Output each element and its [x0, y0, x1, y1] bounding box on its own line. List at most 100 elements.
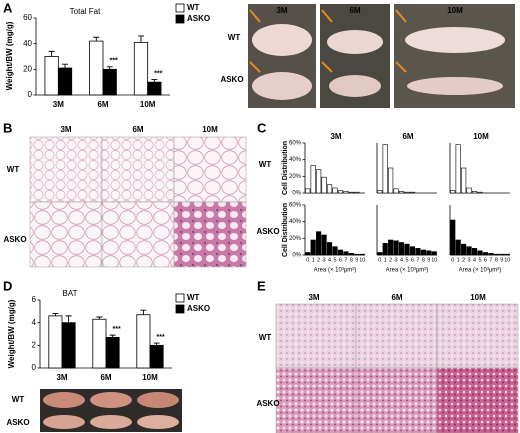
bar — [316, 231, 322, 256]
error-bar — [62, 63, 69, 69]
bar — [305, 188, 311, 194]
bar — [488, 253, 494, 256]
column-label: 10M — [202, 125, 218, 134]
bar — [48, 315, 63, 369]
legend-swatch — [175, 304, 185, 314]
bar — [92, 318, 107, 369]
bar — [149, 344, 164, 369]
x-tick-label: 5 — [405, 257, 408, 263]
x-tick-label: 10 — [504, 257, 510, 263]
bar — [354, 191, 360, 194]
x-tick-label: 7 — [416, 257, 419, 263]
y-tick-label: 20% — [289, 236, 302, 242]
x-axis-label: Area (× 10³μm²) — [386, 268, 429, 274]
x-tick-label: 7 — [489, 257, 492, 263]
bar — [426, 250, 432, 256]
photo-a — [248, 4, 515, 108]
bar — [89, 40, 104, 96]
x-tick-label: 3M — [56, 373, 67, 382]
column-label: 10M — [447, 6, 463, 15]
bar — [305, 252, 311, 256]
bar — [393, 240, 399, 256]
y-tick-label: 40 — [23, 39, 32, 48]
bar — [343, 251, 349, 256]
bar — [359, 253, 365, 256]
bar — [409, 246, 416, 256]
legend-label: ASKO — [187, 304, 210, 313]
error-bar — [137, 35, 144, 43]
y-tick-label: 0% — [292, 253, 301, 259]
significance: *** — [157, 334, 165, 341]
error-bar — [106, 66, 113, 70]
chart-title: Total Fat — [70, 7, 101, 16]
bar — [461, 167, 467, 194]
significance: *** — [154, 70, 162, 77]
photo-d — [40, 389, 182, 432]
bar — [136, 314, 151, 369]
column-label: 6M — [132, 125, 143, 134]
bar — [354, 253, 360, 256]
bar — [326, 242, 333, 256]
y-tick-label: 6 — [32, 295, 37, 304]
x-tick-label: 6 — [339, 257, 342, 263]
error-bar — [151, 79, 158, 83]
histology-e — [275, 303, 519, 433]
bar — [147, 81, 162, 96]
bar — [348, 191, 354, 194]
bar — [388, 239, 394, 256]
bar — [455, 239, 461, 256]
x-tick-label: 6M — [97, 100, 108, 109]
column-label: 3M — [308, 293, 319, 302]
y-axis-label: Cell Distribution — [282, 141, 289, 195]
x-tick-label: 2 — [317, 257, 320, 263]
x-tick-label: 9 — [355, 257, 358, 263]
bar — [431, 251, 437, 256]
bar — [477, 191, 483, 194]
panel-letter: E — [257, 278, 266, 293]
y-tick-label: 0% — [292, 191, 301, 197]
bar — [404, 243, 410, 256]
y-tick-label: 20% — [289, 174, 302, 180]
x-tick-label: 1 — [384, 257, 387, 263]
x-tick-label: 3 — [468, 257, 471, 263]
x-tick-label: 1 — [312, 257, 315, 263]
bar — [348, 253, 354, 256]
y-tick-label: 4 — [32, 318, 37, 327]
y-axis-label: Cell Distribution — [282, 203, 289, 257]
bar — [461, 243, 467, 256]
x-tick-label: 8 — [422, 257, 425, 263]
x-tick-label: 9 — [500, 257, 503, 263]
y-axis-label: Weight/BW (mg/g) — [7, 299, 16, 368]
bar — [388, 167, 394, 194]
row-label: ASKO — [3, 235, 26, 244]
x-tick-label: 8 — [350, 257, 353, 263]
y-tick-label: 60 — [23, 13, 32, 22]
x-tick-label: 10M — [140, 100, 156, 109]
row-label: WT — [259, 160, 272, 169]
x-tick-label: 4 — [473, 257, 476, 263]
x-tick-label: 10 — [431, 257, 437, 263]
significance: *** — [113, 326, 121, 333]
bar — [398, 242, 405, 256]
bar — [316, 169, 322, 194]
x-tick-label: 4 — [400, 257, 403, 263]
x-tick-label: 3 — [323, 257, 326, 263]
error-bar — [65, 315, 72, 323]
column-label: 6M — [391, 293, 402, 302]
bar — [404, 191, 410, 194]
bar — [44, 56, 59, 96]
bar — [61, 322, 76, 369]
legend-label: WT — [187, 293, 200, 302]
bar — [321, 234, 327, 256]
legend-swatch — [175, 293, 185, 303]
row-label: ASKO — [256, 399, 279, 408]
bar — [471, 248, 478, 256]
x-tick-label: 6M — [100, 373, 111, 382]
error-bar — [48, 50, 55, 57]
panel-letter: B — [3, 120, 12, 135]
bar — [102, 68, 117, 96]
x-tick-label: 6 — [484, 257, 487, 263]
column-label: 6M — [402, 132, 413, 141]
